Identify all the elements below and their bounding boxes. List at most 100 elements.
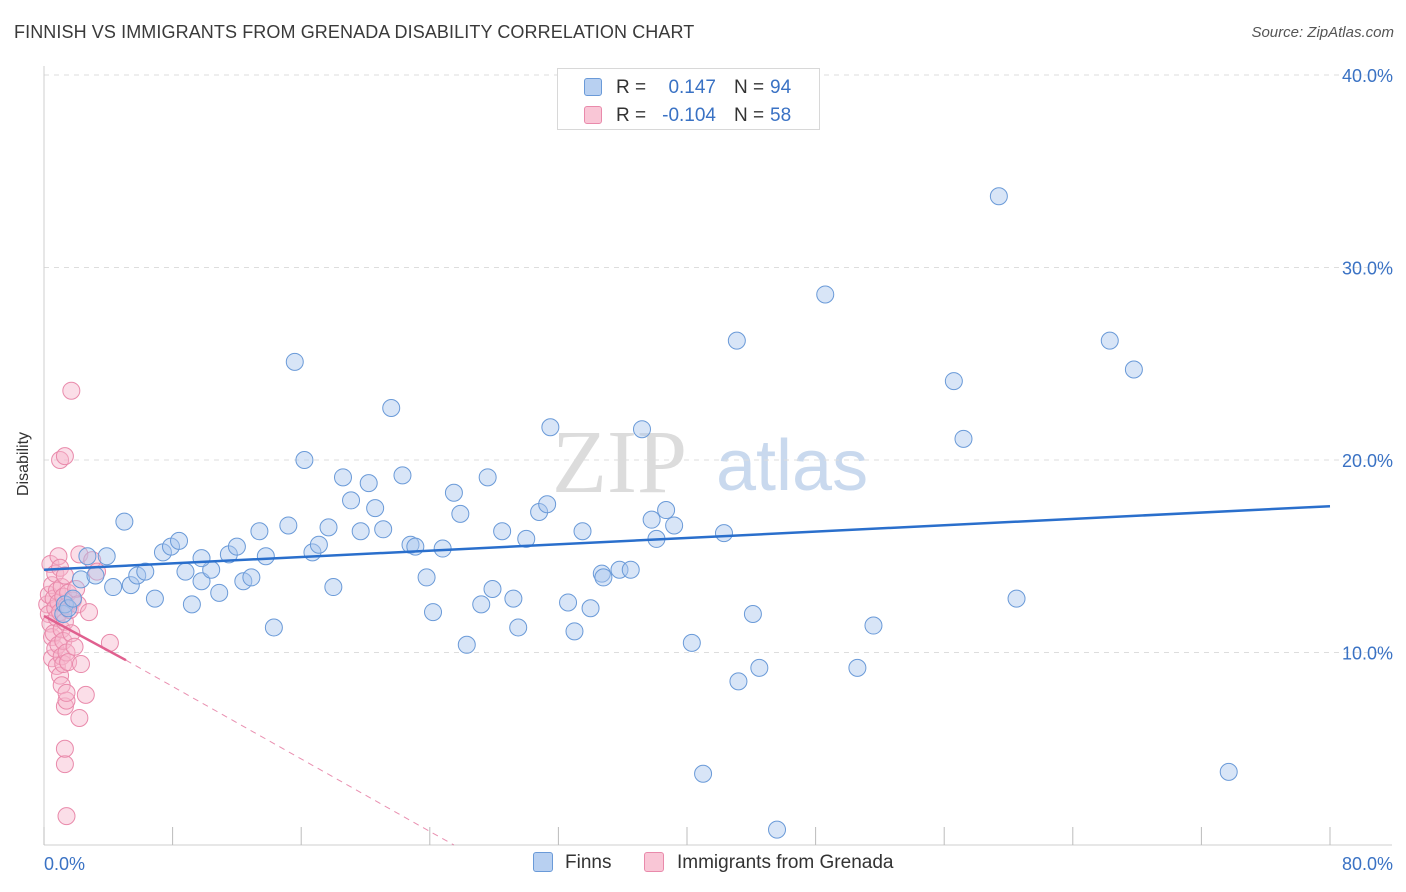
chart-title: FINNISH VS IMMIGRANTS FROM GRENADA DISAB… bbox=[14, 22, 695, 42]
grenada-points bbox=[38, 381, 119, 826]
finns-point bbox=[509, 618, 528, 637]
legend-row-finns: R = 0.147 N = 94 bbox=[558, 73, 819, 101]
finns-point bbox=[192, 549, 211, 568]
correlation-legend: R = 0.147 N = 94 R = -0.104 N = 58 bbox=[557, 68, 820, 130]
grenada-swatch bbox=[584, 106, 602, 124]
grenada-n-value: 58 bbox=[770, 105, 792, 126]
finns-n-value: 94 bbox=[770, 77, 792, 98]
finns-point bbox=[227, 537, 246, 556]
finns-point bbox=[1100, 331, 1119, 350]
finns-point bbox=[682, 633, 701, 652]
finns-trend-line bbox=[43, 504, 1331, 571]
trend-lines bbox=[43, 504, 1331, 846]
grenada-r-label: R = bbox=[616, 105, 647, 126]
grenada-n-label: N = bbox=[734, 105, 765, 126]
finns-point bbox=[351, 522, 370, 541]
finns-point bbox=[182, 595, 201, 614]
finns-point bbox=[444, 483, 463, 502]
y-tick-label: 10.0% bbox=[1342, 644, 1393, 664]
finns-point bbox=[657, 501, 676, 520]
finns-point bbox=[538, 495, 557, 514]
finns-point bbox=[483, 579, 502, 598]
finns-legend-swatch bbox=[533, 852, 553, 872]
finns-point bbox=[989, 187, 1008, 206]
grenada-point bbox=[47, 656, 66, 675]
finns-point bbox=[848, 658, 867, 677]
finns-point bbox=[309, 535, 328, 554]
finns-point bbox=[366, 499, 385, 518]
finns-point bbox=[559, 593, 578, 612]
finns-point bbox=[743, 605, 762, 623]
x-tick-labels: 0.0% 80.0% bbox=[44, 854, 1393, 874]
finns-swatch bbox=[584, 78, 602, 96]
finns-point bbox=[59, 599, 78, 618]
finns-r-value: 0.147 bbox=[668, 77, 716, 98]
finns-point bbox=[517, 529, 536, 548]
grenada-trend-line bbox=[43, 614, 127, 662]
finns-point bbox=[478, 468, 497, 487]
finns-r-label: R = bbox=[616, 77, 647, 98]
finns-point bbox=[541, 418, 560, 437]
grenada-point bbox=[71, 655, 90, 674]
source-note: Source: ZipAtlas.com bbox=[1251, 24, 1394, 41]
finns-points bbox=[54, 187, 1238, 839]
grenada-point bbox=[57, 683, 76, 702]
grenada-point bbox=[76, 685, 95, 704]
finns-point bbox=[768, 820, 787, 839]
finns-point bbox=[417, 568, 436, 587]
finns-point bbox=[279, 516, 298, 535]
finns-point bbox=[1007, 589, 1026, 608]
finns-point bbox=[285, 352, 304, 371]
finns-point bbox=[694, 764, 713, 783]
finns-point bbox=[136, 562, 155, 581]
watermark-zip: ZIP bbox=[552, 413, 687, 512]
grenada-point bbox=[57, 807, 76, 826]
finns-point bbox=[944, 372, 963, 391]
finns-point bbox=[78, 547, 97, 566]
finns-point bbox=[729, 672, 748, 691]
finns-point bbox=[295, 451, 314, 469]
grenada-trend-extension bbox=[125, 659, 455, 846]
watermark-atlas: atlas bbox=[716, 426, 868, 506]
finns-point bbox=[342, 491, 361, 510]
x-tick-label: 0.0% bbox=[44, 854, 85, 874]
finns-point bbox=[71, 570, 90, 589]
grenada-point bbox=[62, 381, 81, 400]
finns-point bbox=[714, 524, 733, 543]
finns-point bbox=[573, 522, 592, 541]
grenada-r-value: -0.104 bbox=[662, 105, 716, 126]
finns-point bbox=[632, 420, 651, 439]
finns-point bbox=[256, 547, 275, 566]
finns-point bbox=[504, 589, 523, 608]
finns-point bbox=[382, 399, 401, 418]
finns-point bbox=[250, 522, 269, 541]
axes bbox=[43, 66, 1392, 846]
finns-point bbox=[1219, 762, 1238, 781]
series-legend: Finns Immigrants from Grenada bbox=[0, 850, 1406, 878]
y-axis-label: Disability bbox=[15, 431, 32, 496]
grenada-point bbox=[51, 666, 70, 685]
finns-point bbox=[594, 568, 613, 587]
finns-point bbox=[451, 504, 470, 523]
finns-point bbox=[115, 512, 134, 531]
y-tick-label: 40.0% bbox=[1342, 66, 1393, 86]
grenada-legend-label: Immigrants from Grenada bbox=[677, 852, 894, 873]
y-tick-label: 30.0% bbox=[1342, 259, 1393, 279]
y-tick-label: 20.0% bbox=[1342, 451, 1393, 471]
finns-point bbox=[104, 578, 123, 597]
finns-point bbox=[864, 616, 883, 635]
y-tick-labels: 10.0% 20.0% 30.0% 40.0% bbox=[1342, 66, 1393, 664]
finns-point bbox=[176, 562, 195, 581]
finns-n-label: N = bbox=[734, 77, 765, 98]
finns-point bbox=[210, 583, 229, 602]
finns-point bbox=[319, 518, 338, 537]
finns-point bbox=[424, 603, 443, 622]
grenada-point bbox=[65, 637, 84, 656]
finns-point bbox=[333, 468, 352, 487]
finns-point bbox=[1124, 360, 1143, 379]
finns-point bbox=[242, 568, 261, 587]
grenada-point bbox=[55, 755, 74, 774]
finns-point bbox=[359, 474, 378, 493]
finns-point bbox=[565, 622, 584, 641]
grenada-point bbox=[55, 739, 74, 758]
